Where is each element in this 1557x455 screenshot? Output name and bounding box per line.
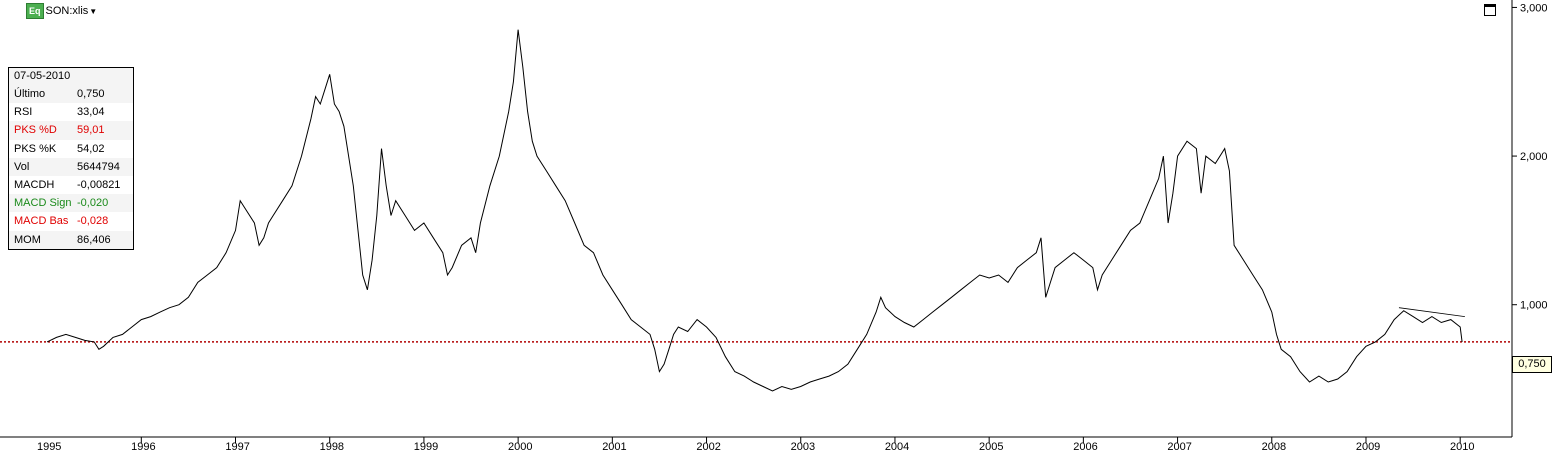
x-tick-label: 2001 xyxy=(602,441,626,453)
trend-line[interactable] xyxy=(1398,307,1465,317)
info-row: Último 0,750 xyxy=(9,85,133,104)
y-tick-label: 3,000 xyxy=(1520,2,1548,14)
info-row: MACD Bas -0,028 xyxy=(9,212,133,230)
info-label: MACD Sign xyxy=(14,197,72,210)
info-row: PKS %D 59,01 xyxy=(9,121,133,140)
info-row: PKS %K 54,02 xyxy=(9,140,133,158)
x-tick-label: 1997 xyxy=(225,441,249,453)
y-tick-label: 2,000 xyxy=(1520,151,1548,163)
info-label: PKS %K xyxy=(14,142,57,155)
x-tick-label: 2010 xyxy=(1450,441,1474,453)
info-row: RSI 33,04 xyxy=(9,103,133,121)
info-value: 54,02 xyxy=(77,142,105,155)
info-panel: 07-05-2010 Último 0,750 RSI 33,04 PKS %D 59,0… xyxy=(8,67,134,250)
maximize-icon[interactable] xyxy=(1484,4,1496,16)
info-row: MACD Sign -0,020 xyxy=(9,194,133,213)
x-tick-label: 2005 xyxy=(979,441,1003,453)
info-label: Último xyxy=(14,88,46,100)
x-tick-label: 2009 xyxy=(1356,441,1380,453)
price-line xyxy=(46,29,1463,392)
y-tick-label: 1,000 xyxy=(1520,300,1548,312)
info-label: MACDH xyxy=(14,178,55,191)
info-label: MACD Bas xyxy=(14,215,69,228)
info-label: RSI xyxy=(14,106,33,119)
info-date: 07-05-2010 xyxy=(9,68,133,85)
symbol-selector[interactable]: Eq SON:xlis ▼ xyxy=(26,3,97,19)
x-tick-label: 2000 xyxy=(508,441,532,453)
info-label: PKS %D xyxy=(14,124,57,137)
equity-badge: Eq xyxy=(26,3,44,19)
info-value: 5644794 xyxy=(77,160,120,173)
info-label: Vol xyxy=(14,160,30,173)
x-tick-label: 2006 xyxy=(1073,441,1097,453)
info-value: -0,028 xyxy=(77,215,109,228)
info-row: MACDH -0,00821 xyxy=(9,176,133,194)
x-tick-label: 2004 xyxy=(885,441,909,453)
info-value: -0,00821 xyxy=(77,178,121,191)
dropdown-caret-icon[interactable]: ▼ xyxy=(89,6,98,16)
info-row: Vol 5644794 xyxy=(9,157,133,176)
x-tick-label: 1999 xyxy=(414,441,438,453)
info-row: MOM 86,406 xyxy=(9,230,133,249)
x-tick-label: 1998 xyxy=(320,441,344,453)
info-value: -0,020 xyxy=(77,197,109,210)
info-value: 0,750 xyxy=(77,88,105,100)
x-tick-label: 2003 xyxy=(791,441,815,453)
x-tick-label: 1996 xyxy=(131,441,155,453)
x-tick-label: 2007 xyxy=(1167,441,1191,453)
x-tick-label: 2002 xyxy=(696,441,720,453)
info-value: 86,406 xyxy=(77,233,111,246)
info-value: 59,01 xyxy=(77,124,105,137)
symbol-name: SON:xlis xyxy=(45,5,89,17)
last-price-label: 0,750 xyxy=(1512,356,1552,373)
x-tick-label: 2008 xyxy=(1262,441,1286,453)
info-value: 33,04 xyxy=(77,106,105,119)
x-tick-label: 1995 xyxy=(37,441,61,453)
info-label: MOM xyxy=(14,233,41,246)
